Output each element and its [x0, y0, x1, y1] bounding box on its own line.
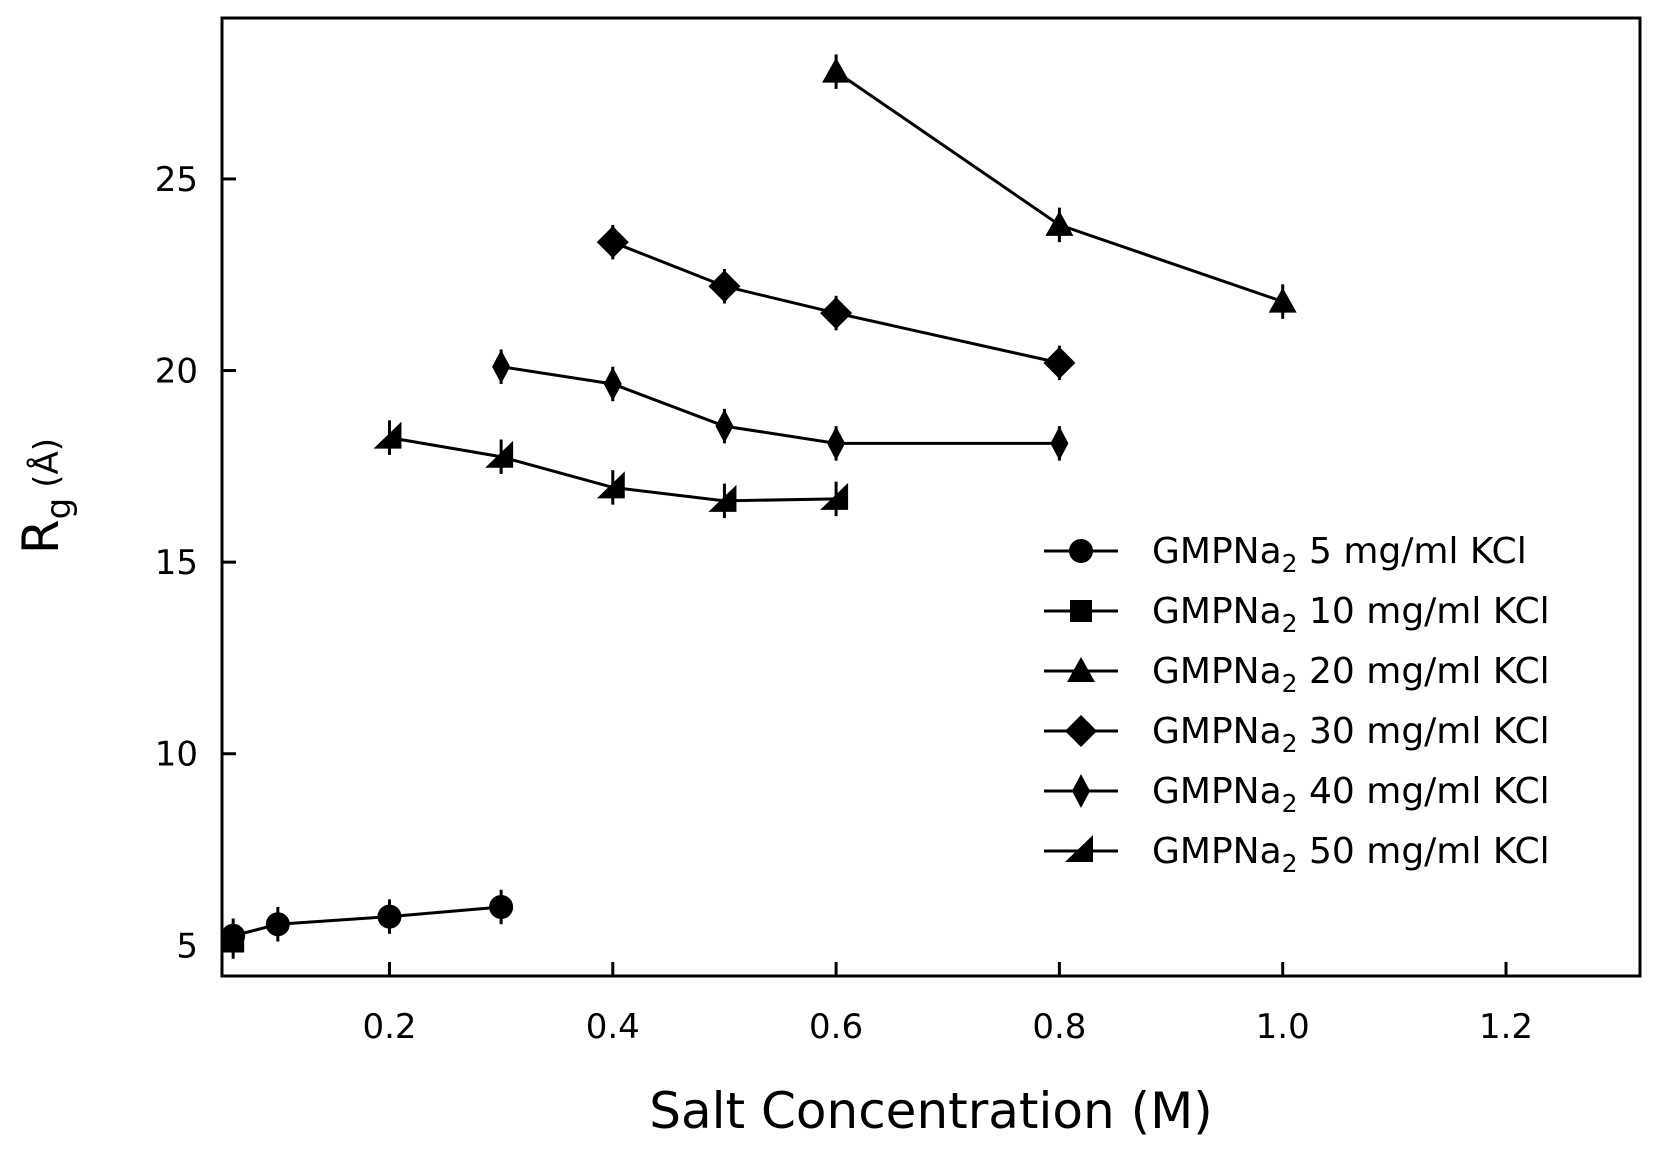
data-point	[596, 471, 625, 499]
y-tick-label: 10	[155, 735, 198, 775]
legend-label-main: GMPNa	[1152, 771, 1282, 812]
x-tick-label: 0.4	[586, 1007, 640, 1047]
data-point	[822, 57, 851, 83]
y-tick-label: 5	[176, 926, 198, 966]
legend-marker	[1065, 835, 1093, 862]
legend-entry: GMPNa2 30 mg/ml KCl	[1044, 711, 1550, 758]
data-point	[1045, 210, 1074, 236]
legend-label-sub: 2	[1282, 729, 1298, 758]
legend-label-main: GMPNa	[1152, 651, 1282, 692]
legend-label-sub: 2	[1282, 789, 1298, 818]
data-point	[603, 366, 622, 401]
series-line	[835, 70, 1284, 303]
x-axis-ticks: 0.2 0.4 0.6 0.8 1.0 1.2	[362, 962, 1533, 1047]
x-axis-title: Salt Concentration (M)	[649, 1082, 1213, 1140]
data-point	[222, 930, 245, 953]
series-5	[492, 349, 1069, 461]
legend-label-sub: 2	[1282, 549, 1298, 578]
legend-label: GMPNa2 10 mg/ml KCl	[1152, 591, 1550, 638]
data-point	[1043, 346, 1076, 379]
legend-entry: GMPNa2 40 mg/ml KCl	[1044, 771, 1550, 818]
legend-label-rest: 40 mg/ml KCl	[1298, 771, 1550, 812]
legend-label-rest: 20 mg/ml KCl	[1298, 651, 1550, 692]
x-tick-label: 1.0	[1256, 1007, 1310, 1047]
legend-label: GMPNa2 20 mg/ml KCl	[1152, 651, 1550, 698]
legend-label: GMPNa2 50 mg/ml KCl	[1152, 831, 1550, 878]
data-point	[1050, 426, 1069, 461]
series-6	[373, 420, 849, 519]
legend-label-rest: 50 mg/ml KCl	[1298, 831, 1550, 872]
legend-label: GMPNa2 5 mg/ml KCl	[1152, 531, 1527, 578]
plot-frame	[220, 16, 1642, 978]
data-point	[715, 409, 734, 444]
series-line	[500, 365, 1060, 445]
x-tick-label: 0.2	[362, 1007, 416, 1047]
legend-label: GMPNa2 40 mg/ml KCl	[1152, 771, 1550, 818]
data-point	[708, 484, 737, 512]
y-axis-ticks: 5 10 15 20 25	[155, 160, 236, 966]
legend-marker	[1070, 600, 1092, 622]
legend-label-rest: 10 mg/ml KCl	[1298, 591, 1550, 632]
legend-label-rest: 30 mg/ml KCl	[1298, 711, 1550, 752]
data-point	[489, 895, 514, 920]
y-tick-label: 15	[155, 543, 198, 583]
series-line	[612, 240, 1060, 365]
series-line	[232, 905, 502, 938]
data-point	[377, 904, 402, 929]
legend-marker	[1069, 539, 1093, 563]
y-axis-title-main: R	[12, 519, 70, 554]
data-point	[1268, 287, 1297, 313]
legend-label: GMPNa2 30 mg/ml KCl	[1152, 711, 1550, 758]
legend-entry: GMPNa2 20 mg/ml KCl	[1044, 651, 1550, 698]
data-point	[708, 270, 741, 303]
series-2	[222, 924, 245, 959]
y-tick-label: 20	[155, 352, 198, 392]
legend-marker	[1067, 657, 1095, 682]
series-4	[596, 224, 1076, 381]
y-axis-title-unit: (Å)	[26, 438, 67, 488]
series-layer	[221, 54, 1297, 959]
legend-label-main: GMPNa	[1152, 591, 1282, 632]
x-tick-label: 1.2	[1479, 1007, 1533, 1047]
legend-label-rest: 5 mg/ml KCl	[1298, 531, 1527, 572]
legend-marker	[1065, 715, 1097, 747]
data-point	[827, 426, 846, 461]
legend-label-sub: 2	[1282, 609, 1298, 638]
legend-entry: GMPNa2 50 mg/ml KCl	[1044, 831, 1550, 878]
x-tick-label: 0.8	[1032, 1007, 1086, 1047]
y-axis-title-sub: g	[39, 498, 79, 520]
data-point	[820, 297, 853, 330]
data-point	[596, 226, 629, 259]
legend-entry: GMPNa2 5 mg/ml KCl	[1044, 531, 1527, 578]
y-tick-label: 25	[155, 160, 198, 200]
series-1	[221, 889, 514, 954]
legend-label-main: GMPNa	[1152, 831, 1282, 872]
legend-label-sub: 2	[1282, 849, 1298, 878]
legend-label-main: GMPNa	[1152, 531, 1282, 572]
data-point	[373, 421, 402, 449]
data-point	[492, 349, 511, 384]
x-tick-label: 0.6	[809, 1007, 863, 1047]
legend-marker	[1072, 774, 1090, 808]
data-point	[265, 912, 290, 937]
legend-label-sub: 2	[1282, 669, 1298, 698]
series-3	[822, 54, 1297, 319]
legend-label-main: GMPNa	[1152, 711, 1282, 752]
data-point	[485, 440, 514, 468]
data-point	[820, 482, 849, 510]
y-axis-title: Rg (Å)	[12, 438, 79, 554]
legend-entry: GMPNa2 10 mg/ml KCl	[1044, 591, 1550, 638]
